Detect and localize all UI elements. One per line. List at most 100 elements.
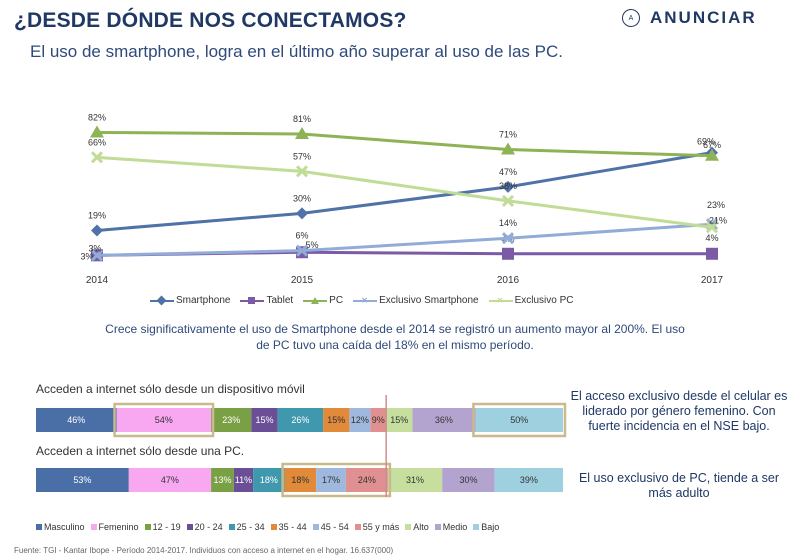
bar-segment bbox=[211, 408, 252, 432]
data-point bbox=[295, 165, 309, 178]
legend-swatch: ✕ bbox=[353, 296, 378, 304]
bar-segment bbox=[494, 468, 563, 492]
bar-row-0: 46% 54% 23% 15% 26% 15% 12% 9% 15% 36% 50% bbox=[36, 402, 567, 438]
data-point bbox=[90, 249, 104, 262]
data-label: 6% bbox=[295, 231, 308, 241]
bar-segment bbox=[116, 408, 212, 432]
data-point bbox=[705, 221, 719, 234]
bar-legend-item: 35 - 44 bbox=[270, 522, 307, 532]
bar-segment bbox=[345, 468, 388, 492]
segment-label: 53% bbox=[73, 475, 91, 485]
data-label: 4% bbox=[705, 233, 718, 243]
bar-legend-item: 12 - 19 bbox=[144, 522, 181, 532]
logo-mark-icon: A bbox=[622, 9, 640, 27]
source-note: Fuente: TGI - Kantar Ibope - Período 201… bbox=[14, 546, 394, 555]
bar-legend-swatch bbox=[36, 524, 42, 530]
segment-label: 9% bbox=[372, 415, 385, 425]
bar-legend-item: 45 - 54 bbox=[312, 522, 349, 532]
bar-legend-label: Medio bbox=[442, 522, 468, 532]
data-point bbox=[296, 207, 308, 220]
bar-legend-label: 35 - 44 bbox=[278, 522, 307, 532]
bar-segment bbox=[387, 468, 443, 492]
legend-item: PC bbox=[303, 295, 343, 306]
legend-item: Smartphone bbox=[150, 295, 230, 306]
legend-swatch: ✕ bbox=[488, 296, 513, 304]
bar-legend-label: 20 - 24 bbox=[194, 522, 223, 532]
data-label: 71% bbox=[499, 130, 517, 140]
segment-label: 24% bbox=[358, 475, 376, 485]
bar-legend-item: 55 y más bbox=[354, 522, 400, 532]
data-label: 38% bbox=[499, 181, 517, 191]
bar-segment bbox=[412, 408, 476, 432]
legend-label: Tablet bbox=[266, 295, 294, 306]
data-point bbox=[502, 180, 514, 193]
segment-label: 39% bbox=[520, 475, 538, 485]
highlight-box bbox=[281, 462, 392, 498]
series-line bbox=[96, 130, 713, 158]
segment-label: 12% bbox=[351, 415, 369, 425]
bar-legend-swatch bbox=[90, 524, 97, 530]
segment-label: 23% bbox=[222, 415, 240, 425]
segment-label: 18% bbox=[260, 475, 278, 485]
side-note-mobile: El acceso exclusivo desde el celular es … bbox=[570, 389, 788, 433]
bar-segment bbox=[36, 408, 117, 432]
data-label: 69% bbox=[697, 137, 715, 147]
series-smartphone: 19% 30% 47% 69% bbox=[88, 137, 718, 237]
data-label: 30% bbox=[293, 193, 311, 203]
segment-label: 17% bbox=[322, 475, 340, 485]
bar-chart-legend: Masculino Femenino 12 - 19 20 - 24 25 - 34 35… bbox=[36, 522, 499, 532]
bar-legend-swatch bbox=[144, 524, 151, 530]
data-label: 23% bbox=[707, 200, 725, 210]
segment-label: 54% bbox=[155, 415, 173, 425]
series-pc: 82% 81% 71% 67% bbox=[88, 112, 721, 161]
segment-label: 11% bbox=[235, 475, 252, 485]
bar-segment bbox=[277, 408, 324, 432]
bar-segment bbox=[128, 468, 212, 492]
bar-segment bbox=[284, 468, 317, 492]
logo-text: ANUNCIAR bbox=[650, 8, 757, 27]
data-point bbox=[91, 224, 103, 237]
bar-row-1: 53% 47% 13% 11% 18% 18% 17% 24% 31% 30% 39% bbox=[36, 462, 563, 498]
series-line bbox=[96, 155, 713, 229]
legend-label: Exclusivo Smartphone bbox=[379, 295, 479, 306]
data-point bbox=[705, 148, 719, 161]
segment-label: 36% bbox=[435, 415, 453, 425]
bar-legend-label: Masculino bbox=[44, 522, 85, 532]
data-point bbox=[501, 194, 515, 207]
segment-label: 50% bbox=[510, 415, 528, 425]
bar-legend-item: 25 - 34 bbox=[228, 522, 265, 532]
legend-label: Smartphone bbox=[176, 295, 231, 306]
series-line bbox=[96, 222, 713, 257]
series-exclusivo-pc: 66% 57% 38% 21% bbox=[88, 137, 727, 234]
bar-segment bbox=[211, 468, 234, 492]
data-point bbox=[90, 125, 104, 138]
data-label: 67% bbox=[703, 140, 721, 150]
bar-legend-label: Alto bbox=[413, 522, 429, 532]
data-label: 47% bbox=[499, 167, 517, 177]
legend-item: Tablet bbox=[240, 295, 293, 306]
bar-legend-swatch bbox=[354, 524, 361, 530]
data-point bbox=[501, 232, 515, 245]
segment-label: 47% bbox=[161, 475, 179, 485]
x-tick-label: 2014 bbox=[86, 275, 109, 286]
series-tablet: 3%5%4%4% bbox=[80, 233, 719, 262]
side-note-pc: El uso exclusivo de PC, tiende a ser más… bbox=[578, 471, 780, 500]
legend-swatch bbox=[240, 296, 265, 304]
bar-segment bbox=[233, 468, 254, 492]
data-label: 19% bbox=[88, 210, 106, 220]
bar-legend-label: 25 - 34 bbox=[236, 522, 265, 532]
bar-legend-swatch bbox=[228, 524, 235, 530]
data-point bbox=[502, 247, 514, 260]
bar-legend-label: Bajo bbox=[481, 522, 500, 532]
data-label: 81% bbox=[293, 114, 311, 124]
segment-label: 30% bbox=[459, 475, 477, 485]
bar-segment bbox=[386, 408, 413, 432]
legend-item: ✕ Exclusivo Smartphone bbox=[353, 295, 479, 306]
legend-item: ✕ Exclusivo PC bbox=[488, 295, 573, 306]
bar-legend-label: 55 y más bbox=[362, 522, 400, 532]
bar-legend-label: 12 - 19 bbox=[152, 522, 181, 532]
bar-row-label-pc: Acceden a internet sólo desde una PC. bbox=[36, 444, 245, 458]
segment-label: 18% bbox=[291, 475, 309, 485]
bar-legend-swatch bbox=[405, 524, 412, 530]
bar-legend-swatch bbox=[186, 524, 193, 530]
